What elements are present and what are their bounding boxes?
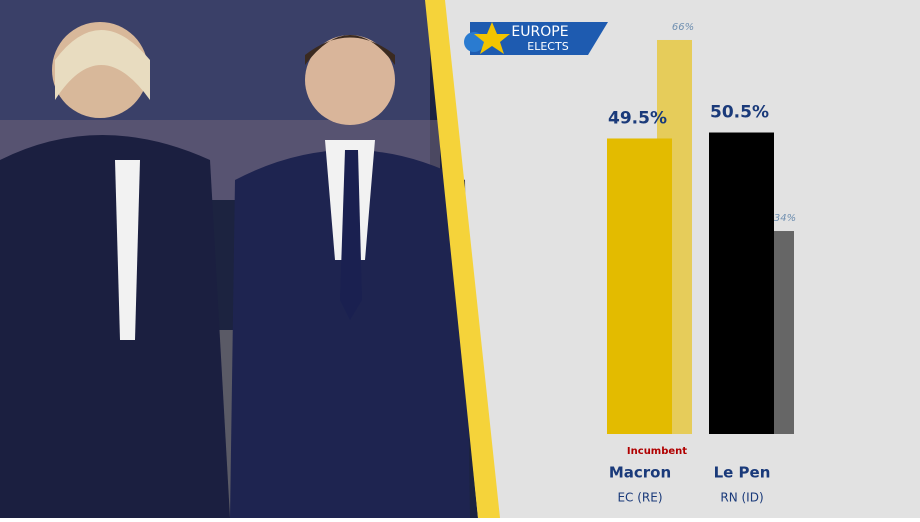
previous-value-label: 34% [774, 213, 796, 224]
chart: 66% 49.5% Macron EC (RE) 34% 50.5% Le Pen RN (I… [607, 22, 796, 505]
previous-value-label: 66% [672, 22, 694, 33]
photo [0, 0, 478, 518]
annotation: Incumbent [627, 446, 687, 457]
logo-text: EUROPE [511, 24, 568, 40]
value-label: 50.5% [710, 103, 769, 123]
party-label: RN (ID) [720, 491, 763, 505]
logo-star [474, 22, 510, 54]
category-label: Le Pen [714, 464, 771, 482]
category-label: Macron [609, 464, 671, 482]
logo: EUROPE ELECTS [464, 22, 608, 55]
stripe [425, 0, 500, 518]
value-label: 49.5% [608, 108, 667, 128]
logo-banner [470, 22, 608, 55]
bar [709, 132, 774, 434]
party-label: EC (RE) [617, 491, 662, 505]
bar [607, 138, 672, 435]
logo-text: ELECTS [527, 40, 568, 53]
